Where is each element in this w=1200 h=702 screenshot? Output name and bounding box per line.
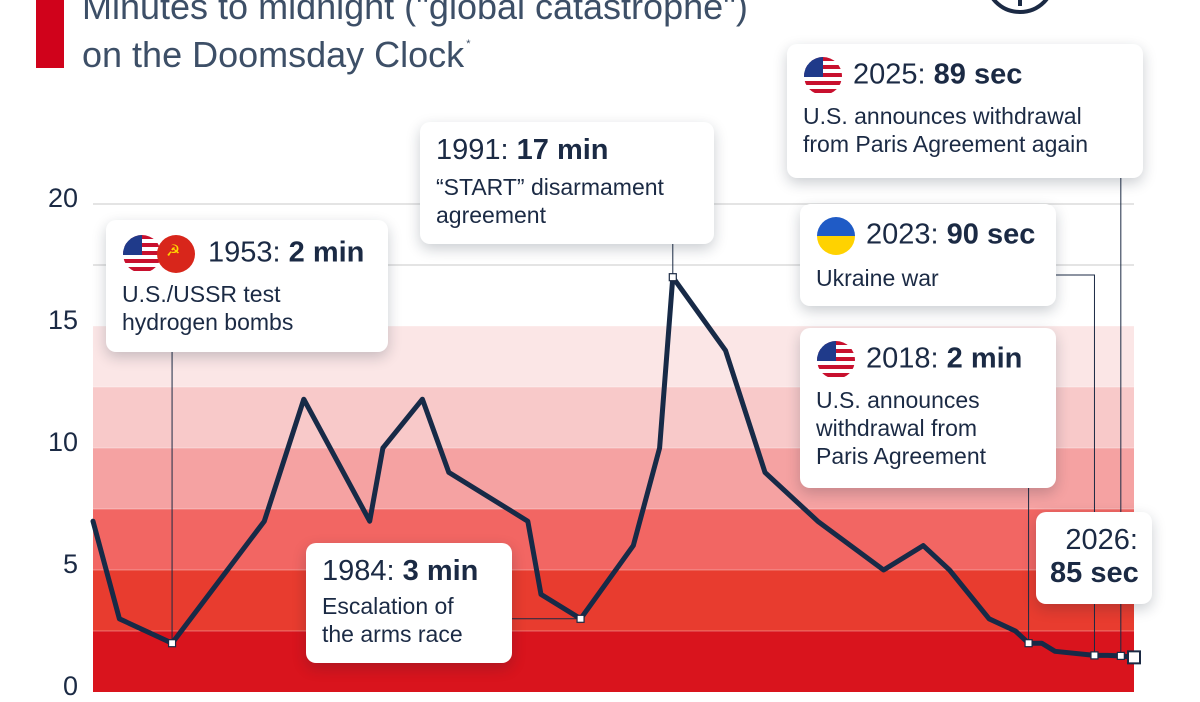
card-2018-desc-3: Paris Agreement xyxy=(816,443,987,469)
series-points xyxy=(167,273,1141,665)
clock-icon xyxy=(991,0,1049,14)
card-1991-heading: 1991: 17 min xyxy=(436,134,698,167)
card-2025-year: 2025: xyxy=(853,58,926,91)
card-2018-year: 2018: xyxy=(866,342,939,375)
annotation-card-2023: 2023: 90 sec Ukraine war xyxy=(800,204,1056,306)
card-1953-desc-2: hydrogen bombs xyxy=(122,309,294,335)
card-1953-value: 2 min xyxy=(288,236,365,269)
card-1991-desc-2: agreement xyxy=(436,202,546,228)
card-1991-year: 1991: xyxy=(436,134,509,166)
data-point-2025 xyxy=(1116,651,1125,660)
annotation-card-1991: 1991: 17 min “START” disarmament agreeme… xyxy=(420,122,714,244)
annotation-card-1984: 1984: 3 min Escalation of the arms race xyxy=(306,543,512,663)
chart-title-line-1: Minutes to midnight ("global catastrophe… xyxy=(82,0,748,27)
risk-band-1 xyxy=(93,570,1134,631)
card-2025-desc-2: from Paris Agreement again xyxy=(803,131,1089,157)
chart-title-text: on the Doomsday Clock xyxy=(82,34,465,75)
data-point-1953 xyxy=(167,639,177,648)
annotation-card-2026: 2026: 85 sec xyxy=(1036,512,1152,604)
data-point-1984 xyxy=(576,614,585,623)
y-tick-label-5: 5 xyxy=(62,549,78,579)
card-1991-value: 17 min xyxy=(516,134,609,166)
annotation-card-2018: 2018: 2 min U.S. announces withdrawal fr… xyxy=(800,328,1056,488)
card-2018-value: 2 min xyxy=(946,342,1023,375)
card-1984-year: 1984: xyxy=(322,555,395,587)
us-flag-icon xyxy=(804,57,842,95)
card-2023-value: 90 sec xyxy=(946,218,1036,251)
card-2025-heading: 2025: 89 sec xyxy=(803,56,1127,96)
card-1953-year: 1953: xyxy=(208,236,281,269)
y-tick-label-15: 15 xyxy=(47,305,78,335)
chart-title-line-2: on the Doomsday Clock * xyxy=(82,34,470,76)
card-1953-heading: ☭ 1953: 2 min xyxy=(122,234,372,274)
card-1953-desc-1: U.S./USSR test xyxy=(122,281,281,307)
title-accent-bar xyxy=(36,0,64,68)
card-2018-heading: 2018: 2 min xyxy=(816,340,1040,380)
y-tick-label-0: 0 xyxy=(62,671,78,701)
us-ussr-flags-icon: ☭ xyxy=(123,235,195,273)
card-2025-desc-1: U.S. announces withdrawal xyxy=(803,103,1082,129)
card-1984-desc-2: the arms race xyxy=(322,621,463,647)
annotation-card-2025: 2025: 89 sec U.S. announces withdrawal f… xyxy=(787,44,1143,178)
card-1984-heading: 1984: 3 min xyxy=(322,555,496,588)
data-point-2018 xyxy=(1024,639,1033,648)
footnote-mark: * xyxy=(466,38,471,50)
card-2025-value: 89 sec xyxy=(933,58,1023,91)
card-1984-desc-1: Escalation of xyxy=(322,593,454,619)
card-2018-desc-1: U.S. announces xyxy=(816,387,980,413)
card-2023-heading: 2023: 90 sec xyxy=(816,216,1040,256)
y-tick-label-20: 20 xyxy=(47,183,78,213)
svg-text:☭: ☭ xyxy=(166,243,180,260)
annotation-card-1953: ☭ 1953: 2 min U.S./USSR test hydrogen bo… xyxy=(106,220,388,352)
data-point-2023 xyxy=(1090,651,1099,660)
us-flag-icon xyxy=(817,341,855,379)
series-line xyxy=(90,274,1137,660)
data-point-2026 xyxy=(1127,650,1141,665)
card-2023-year: 2023: xyxy=(866,218,939,251)
card-2018-desc-2: withdrawal from xyxy=(816,415,978,441)
card-2026-year: 2026: xyxy=(1065,524,1138,556)
risk-band-0 xyxy=(93,631,1134,692)
card-1984-value: 3 min xyxy=(402,555,479,587)
y-tick-label-10: 10 xyxy=(47,427,78,457)
card-1991-desc-1: “START” disarmament xyxy=(436,174,664,200)
ukraine-flag-icon xyxy=(817,217,855,255)
data-point-1991 xyxy=(668,273,677,282)
card-2023-desc-1: Ukraine war xyxy=(816,265,939,291)
card-2026-value: 85 sec xyxy=(1050,557,1139,589)
